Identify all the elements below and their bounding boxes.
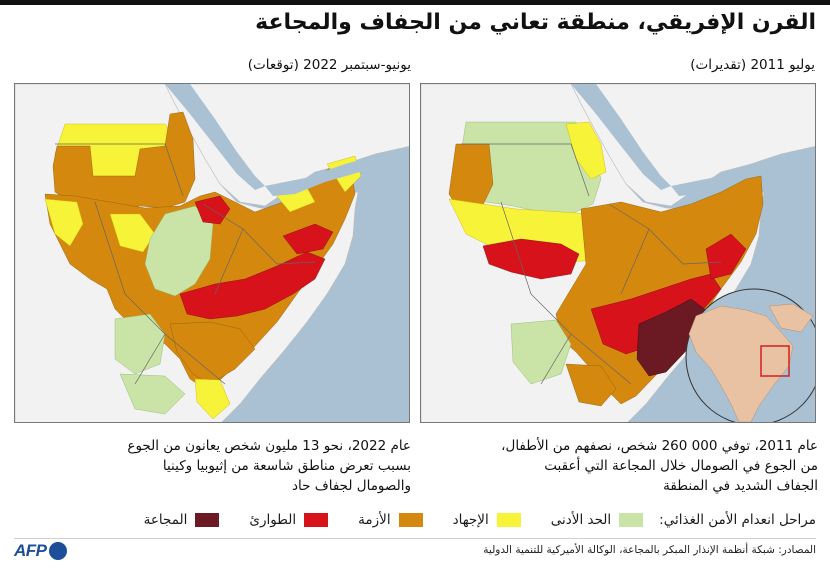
country-borders [55, 143, 316, 385]
caption-2011-line2: من الجوع في الصومال خلال المجاعة التي أع… [544, 458, 818, 474]
legend-swatch-minimal [619, 513, 644, 527]
crisis-kenya [169, 321, 256, 385]
afp-logo-text: AFP [14, 541, 47, 560]
minimal-sw [119, 373, 186, 415]
emergency-east [590, 273, 722, 355]
minimal-sw [510, 319, 572, 385]
legend-item-crisis: الأزمة [358, 512, 423, 528]
legend-item-stressed: الإجهاد [453, 512, 521, 528]
map-label-2022: يونيو-سبتمبر 2022 (توقعات) [247, 57, 411, 73]
legend-label-minimal: الحد الأدنى [550, 512, 612, 528]
legend-item-minimal: الحد الأدنى [550, 512, 644, 528]
minimal-south [114, 313, 166, 375]
legend-item-emergency: الطوارئ [249, 512, 329, 528]
caption-2022-line3: والصومال لجفاف حاد [291, 478, 411, 494]
inset-africa [688, 305, 794, 422]
legend-title: مراحل انعدام الأمن الغذائي: [659, 512, 816, 528]
sources-note: المصادر: شبكة أنظمة الإنذار المبكر بالمج… [483, 544, 816, 556]
red-sea [571, 84, 671, 190]
map-label-2011: يوليو 2011 (تقديرات) [690, 57, 815, 73]
legend: مراحل انعدام الأمن الغذائي: الحد الأدنى … [114, 509, 816, 531]
legend-label-stressed: الإجهاد [452, 512, 489, 528]
map-2011-svg [421, 84, 815, 422]
legend-item-famine: المجاعة [144, 512, 220, 528]
caption-2022: عام 2022، نحو 13 مليون شخص يعانون من الج… [11, 436, 411, 496]
emergency-west [482, 238, 580, 280]
footer-divider [14, 538, 816, 539]
inset-region-box [760, 345, 790, 377]
emergency-coast [705, 233, 747, 280]
country-borders [461, 143, 722, 385]
legend-swatch-crisis [398, 513, 423, 527]
top-rule [0, 0, 830, 5]
caption-2011: عام 2011، توفي 000 260 شخص، نصفهم من الأ… [418, 436, 818, 496]
emergency-belt [179, 251, 326, 320]
red-sea [165, 84, 265, 190]
afp-logo-dot [48, 542, 67, 560]
caption-2022-line1: عام 2022، نحو 13 مليون شخص يعانون من الج… [127, 438, 411, 454]
caption-2011-line1: عام 2011، توفي 000 260 شخص، نصفهم من الأ… [501, 438, 818, 454]
stress-kenya-coast [194, 378, 231, 420]
legend-swatch-stressed [496, 513, 521, 527]
legend-swatch-famine [195, 513, 220, 527]
map-2022-svg [15, 84, 409, 422]
legend-swatch-emergency [304, 513, 329, 527]
map-2011 [420, 83, 816, 423]
afp-logo: AFP [14, 541, 67, 561]
gulf-aden [265, 146, 409, 196]
gulf-aden [671, 146, 815, 196]
crisis-tz [565, 363, 617, 407]
legend-label-famine: المجاعة [143, 512, 188, 528]
legend-label-emergency: الطوارئ [249, 512, 297, 528]
map-2022 [14, 83, 410, 423]
inset-globe [685, 288, 815, 422]
caption-2022-line2: بسبب تعرض مناطق شاسعة من إثيوبيا وكينيا [162, 458, 411, 474]
stress-west [44, 198, 84, 247]
legend-label-crisis: الأزمة [358, 512, 391, 528]
emergency-somali [282, 223, 334, 255]
caption-2011-line3: الجفاف الشديد في المنطقة [663, 478, 818, 494]
page-title: القرن الإفريقي، منطقة تعاني من الجفاف وا… [255, 10, 816, 35]
inset-arabia [768, 303, 814, 333]
